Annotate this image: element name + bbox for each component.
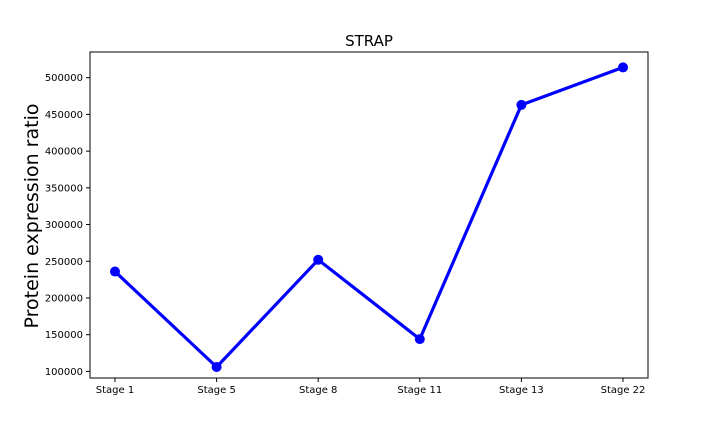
- y-axis: 100000 150000 200000 250000 300000 350000 4000…: [45, 73, 90, 378]
- y-tick-label: 500000: [45, 73, 83, 84]
- data-point: [313, 254, 324, 265]
- data-point: [414, 334, 425, 345]
- x-tick-label: Stage 13: [499, 385, 544, 396]
- x-tick-label: Stage 1: [96, 385, 134, 396]
- data-point: [618, 62, 628, 73]
- x-axis: Stage 1 Stage 5 Stage 8 Stage 11 Stage 13 Sta…: [96, 378, 646, 396]
- x-tick-label: Stage 5: [197, 385, 235, 396]
- y-tick-label: 250000: [45, 257, 83, 268]
- plot-frame: [89, 51, 649, 379]
- x-tick-label: Stage 22: [601, 385, 646, 396]
- y-axis-label: Protein expression ratio: [21, 104, 43, 329]
- data-point: [110, 266, 120, 277]
- y-tick-label: 100000: [45, 367, 83, 378]
- series-layer: [110, 62, 628, 372]
- y-tick-label: 350000: [45, 183, 83, 194]
- x-tick-label: Stage 11: [397, 385, 442, 396]
- y-tick-label: 200000: [45, 293, 83, 304]
- series-line: [113, 65, 625, 369]
- y-tick-label: 300000: [45, 220, 83, 231]
- x-tick-label: Stage 8: [299, 385, 337, 396]
- data-point: [211, 361, 222, 372]
- chart-title: STRAP: [345, 32, 393, 50]
- data-point: [516, 99, 527, 110]
- y-tick-label: 450000: [45, 110, 83, 121]
- y-tick-label: 150000: [45, 330, 83, 341]
- y-tick-label: 400000: [45, 147, 83, 158]
